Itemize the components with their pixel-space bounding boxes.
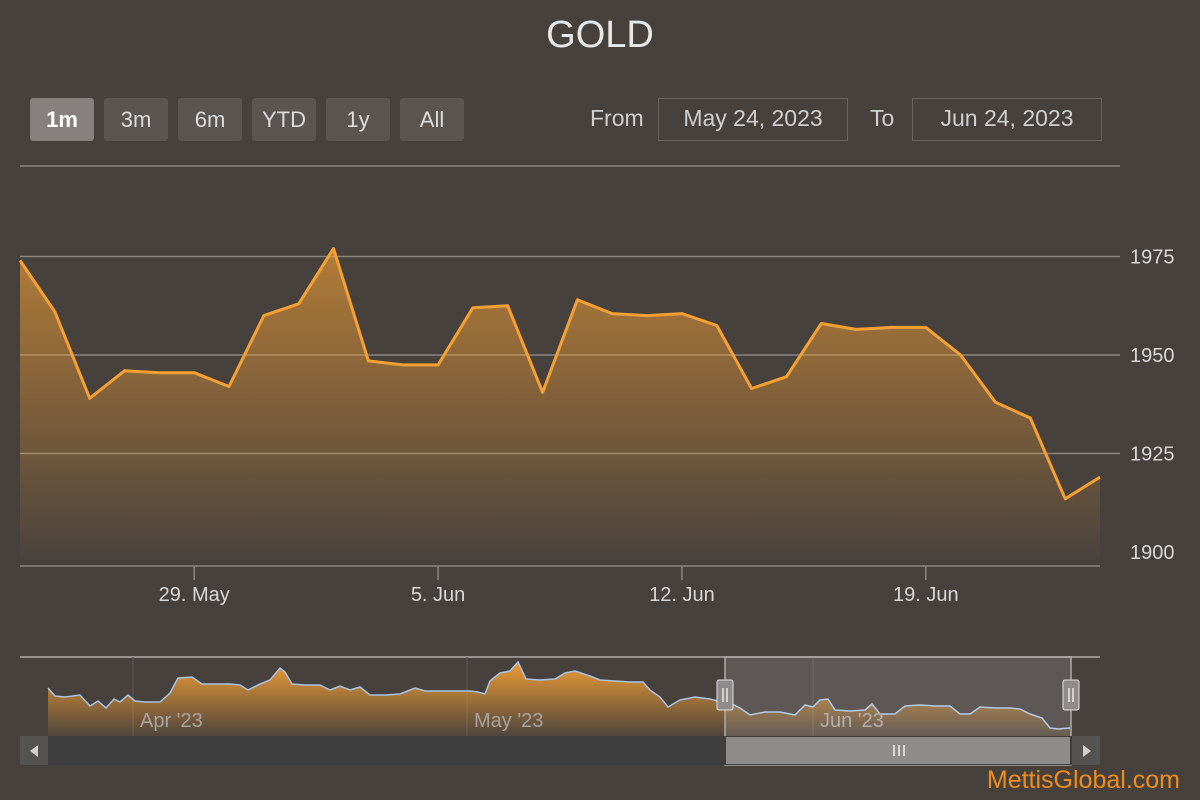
- y-tick-label: 1975: [1130, 247, 1175, 269]
- range-all-button[interactable]: All: [400, 98, 464, 141]
- scroll-left-arrow-icon[interactable]: [30, 745, 38, 757]
- navigator-label-jun: Jun '23: [820, 710, 884, 732]
- watermark: MettisGlobal.com: [986, 766, 1180, 794]
- navigator-scrollbar-thumb[interactable]: [726, 737, 1070, 764]
- range-1y-button[interactable]: 1y: [326, 98, 390, 141]
- price-line: [18, 247, 1101, 501]
- y-tick-label: 1950: [1130, 345, 1175, 367]
- scroll-right-arrow-icon[interactable]: [1083, 745, 1091, 757]
- y-tick-label: 1925: [1130, 444, 1175, 466]
- x-tick-label: 12. Jun: [649, 584, 715, 606]
- range-3m-button[interactable]: 3m: [104, 98, 168, 141]
- to-date-input[interactable]: Jun 24, 2023: [912, 98, 1102, 141]
- x-tick-label: 19. Jun: [893, 584, 959, 606]
- range-6m-button[interactable]: 6m: [178, 98, 242, 141]
- navigator-label-may: May '23: [474, 710, 543, 732]
- range-1m-button[interactable]: 1m: [30, 98, 94, 141]
- navigator-line: [47, 660, 1071, 730]
- range-ytd-button[interactable]: YTD: [252, 98, 316, 141]
- y-tick-label: 1900: [1130, 542, 1175, 564]
- navigator-area: [48, 662, 1070, 736]
- to-label: To: [870, 105, 895, 131]
- price-area: [20, 248, 1100, 560]
- from-label: From: [590, 105, 644, 131]
- navigator-label-apr: Apr '23: [140, 710, 203, 732]
- navigator-left-handle[interactable]: [716, 679, 734, 711]
- from-date-input[interactable]: May 24, 2023: [658, 98, 848, 141]
- navigator-right-handle[interactable]: [1062, 679, 1080, 711]
- chart-title: GOLD: [546, 14, 654, 56]
- x-tick-label: 29. May: [159, 584, 230, 606]
- x-tick-label: 5. Jun: [411, 584, 465, 606]
